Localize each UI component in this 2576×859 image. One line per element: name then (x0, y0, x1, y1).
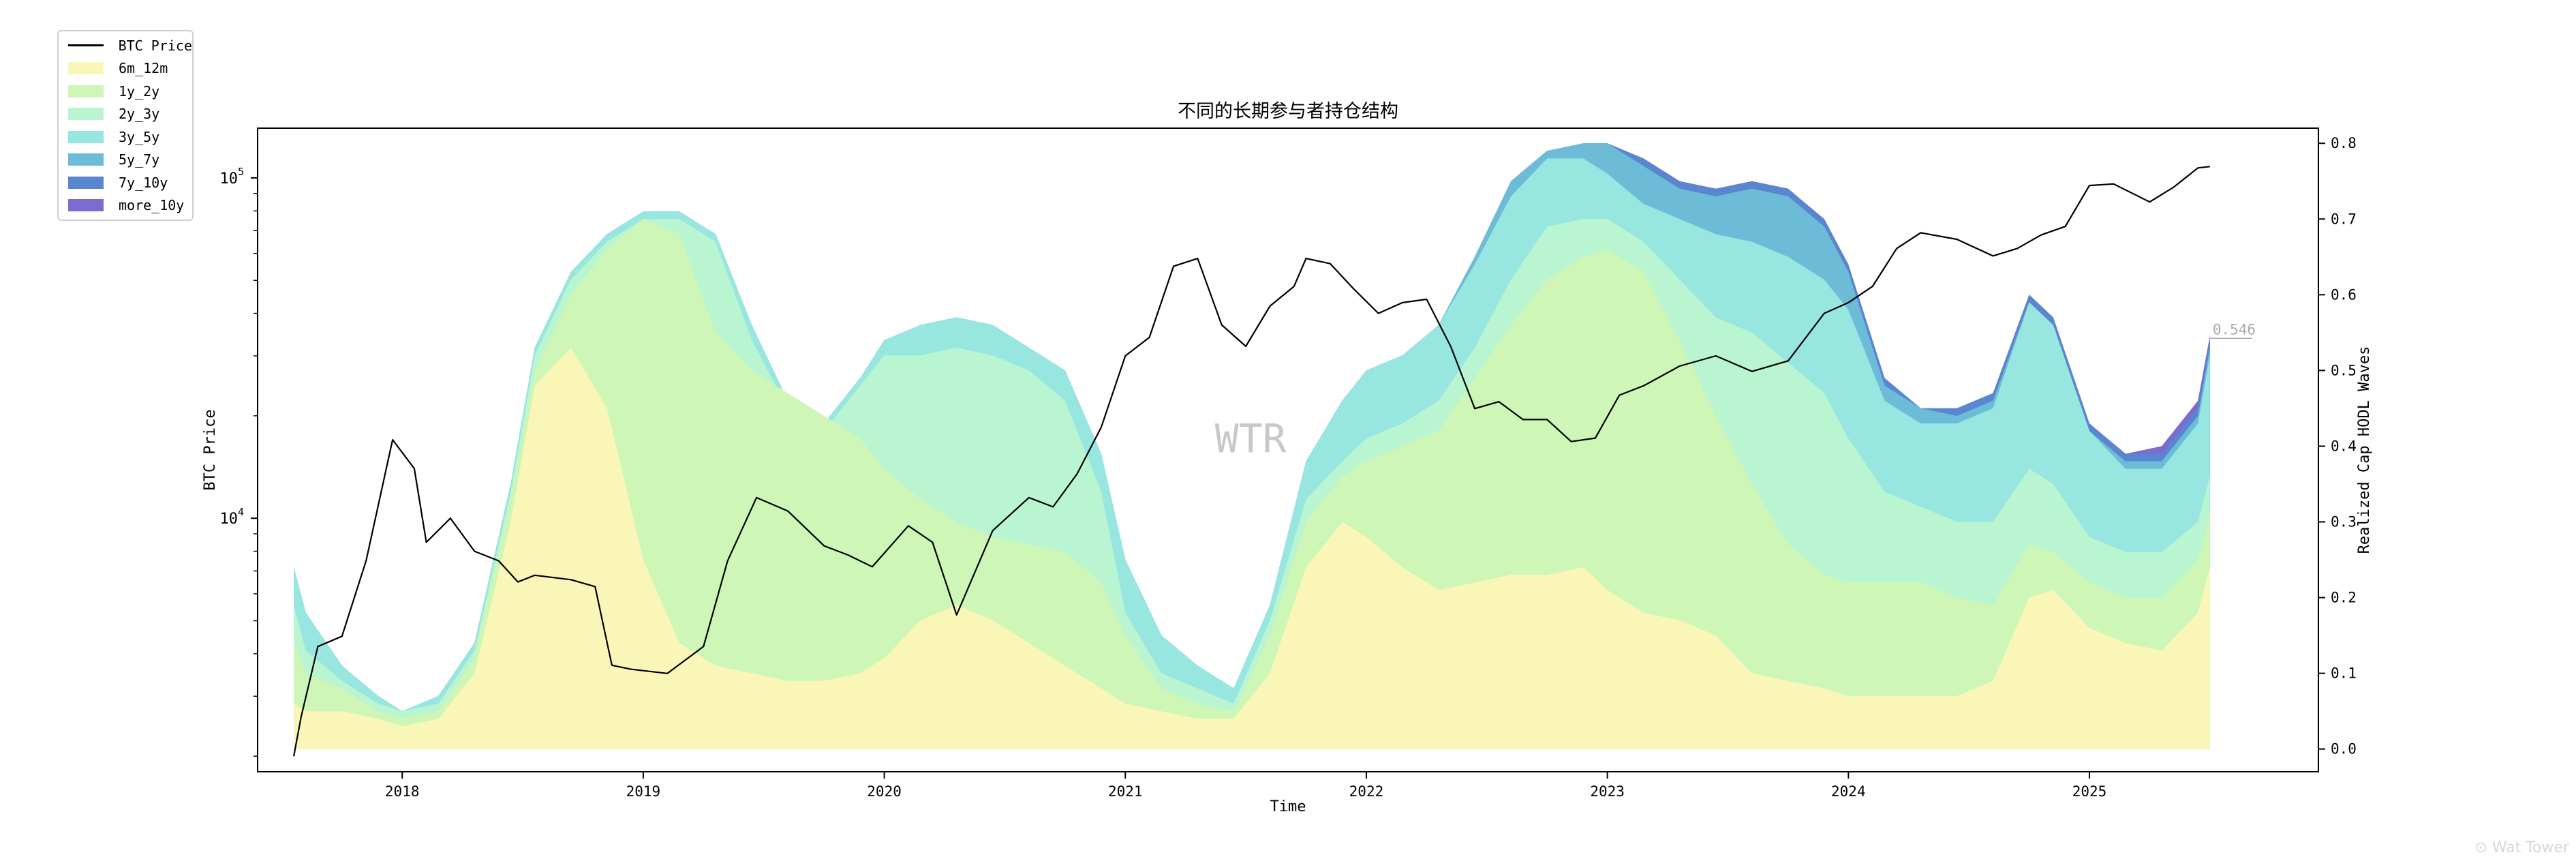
legend-label: 6m_12m (119, 60, 168, 77)
left-y-tick-label: 105 (219, 166, 244, 187)
legend-item-1y-2y: 1y_2y (59, 80, 192, 103)
x-tick-label: 2021 (1108, 783, 1143, 800)
right-y-axis-label: Realized Cap HODL Waves (2356, 346, 2373, 554)
right-y-tick-label: 0.7 (2331, 211, 2357, 227)
right-y-tick-label: 0.2 (2331, 590, 2357, 606)
legend-line-swatch (68, 44, 104, 47)
legend-series-list: 6m_12m 1y_2y 2y_3y 3y_5y 5y_7y 7y_10y more_10y (59, 57, 192, 217)
x-tick-label: 2024 (1831, 783, 1866, 800)
right-y-tick-label: 0.4 (2331, 438, 2357, 454)
left-y-tick-label: 104 (219, 506, 244, 528)
legend-label: BTC Price (118, 37, 192, 54)
last-value-label: 0.546 (2213, 321, 2256, 337)
x-tick-label: 2022 (1349, 783, 1384, 800)
legend-swatch (68, 153, 104, 166)
area-1y-2y (294, 219, 2210, 749)
legend-swatch (68, 108, 104, 121)
credit-watermark: ⊙ Wat Tower (2474, 839, 2569, 856)
legend-item-price: BTC Price (59, 34, 192, 57)
legend-swatch (68, 130, 104, 143)
right-y-tick-label: 0.3 (2331, 514, 2357, 530)
legend-label: 1y_2y (119, 82, 160, 100)
legend-label: more_10y (119, 197, 185, 214)
legend-item-6m-12m: 6m_12m (59, 57, 192, 80)
watermark: WTR (1215, 415, 1287, 462)
legend-swatch (68, 199, 104, 212)
right-y-axis-ticks: 0.0 0.1 0.2 0.3 0.4 0.5 0.6 0.7 0.8 (2318, 135, 2357, 757)
left-y-axis-label: BTC Price (202, 409, 219, 490)
x-tick-label: 2019 (626, 783, 661, 800)
legend-item-more-10y: more_10y (59, 194, 192, 217)
legend-label: 3y_5y (119, 128, 160, 145)
legend-item-3y-5y: 3y_5y (59, 125, 192, 149)
legend-swatch (68, 62, 104, 75)
btc-price-line (293, 166, 2210, 757)
area-6m-12m (294, 348, 2210, 749)
legend-swatch (68, 176, 104, 189)
last-value-annotation: 0.546 (2209, 321, 2256, 340)
right-y-tick-label: 0.8 (2331, 135, 2357, 151)
legend-label: 7y_10y (119, 174, 168, 191)
legend-item-7y-10y: 7y_10y (59, 171, 192, 194)
x-tick-label: 2020 (867, 783, 902, 800)
x-tick-label: 2023 (1590, 783, 1625, 800)
legend: BTC Price 6m_12m 1y_2y 2y_3y 3y_5y 5y_7y 7y_1… (57, 30, 194, 221)
legend-label: 5y_7y (119, 151, 160, 168)
plot-frame (257, 127, 2319, 772)
x-axis-label: Time (1270, 798, 1306, 815)
chart-title: 不同的长期参与者持仓结构 (1178, 101, 1398, 122)
legend-item-5y-7y: 5y_7y (59, 149, 192, 172)
legend-item-2y-3y: 2y_3y (59, 103, 192, 126)
right-y-tick-label: 0.5 (2331, 362, 2357, 378)
right-y-tick-label: 0.0 (2331, 741, 2357, 757)
right-y-tick-label: 0.1 (2331, 665, 2357, 682)
x-axis-ticks: 2018 2019 2020 2021 2022 2023 2024 2025 (385, 772, 2106, 800)
right-y-tick-label: 0.6 (2331, 286, 2357, 303)
hodl-wave-areas (294, 143, 2210, 749)
x-tick-label: 2018 (385, 783, 420, 800)
left-y-axis-ticks: 104 105 (219, 166, 258, 757)
legend-label: 2y_3y (119, 106, 160, 123)
price-layer (293, 166, 2210, 757)
x-tick-label: 2025 (2072, 783, 2107, 800)
legend-swatch (68, 85, 104, 97)
